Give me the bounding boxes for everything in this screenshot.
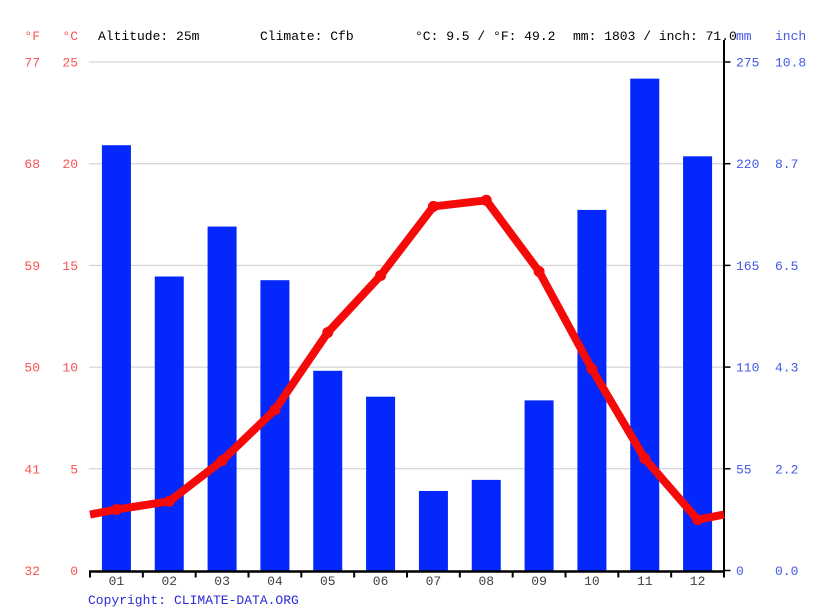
left-axis-labels: 77 25 68 20 59 15 50 10 41 5 32 0 bbox=[24, 56, 78, 580]
precip-bar-09 bbox=[524, 400, 554, 571]
precip-bar-11 bbox=[630, 78, 660, 571]
temp-point-09 bbox=[533, 266, 545, 278]
precipitation-bars bbox=[101, 78, 713, 571]
month-label-04: 04 bbox=[267, 574, 283, 589]
precip-bar-07 bbox=[418, 490, 448, 571]
f-tick-label: 32 bbox=[24, 564, 40, 579]
axis-lines bbox=[89, 40, 731, 578]
mm-tick-label: 55 bbox=[736, 462, 752, 477]
f-axis-title: °F bbox=[24, 29, 40, 44]
month-label-05: 05 bbox=[320, 574, 336, 589]
month-label-12: 12 bbox=[690, 574, 706, 589]
f-tick-label: 77 bbox=[24, 56, 40, 71]
temp-point-01 bbox=[110, 503, 122, 515]
month-label-07: 07 bbox=[426, 574, 442, 589]
temp-point-05 bbox=[322, 327, 334, 339]
month-label-09: 09 bbox=[531, 574, 547, 589]
temp-point-08 bbox=[480, 194, 492, 206]
c-tick-label: 20 bbox=[62, 157, 78, 172]
copyright-link[interactable]: CLIMATE-DATA.ORG bbox=[174, 593, 299, 608]
precip-bar-03 bbox=[207, 226, 237, 571]
c-tick-label: 0 bbox=[70, 564, 78, 579]
month-label-11: 11 bbox=[637, 574, 653, 589]
precip-bar-04 bbox=[260, 280, 290, 571]
c-axis-title: °C bbox=[62, 29, 78, 44]
c-tick-label: 25 bbox=[62, 56, 78, 71]
altitude-label: Altitude: 25m bbox=[98, 29, 200, 44]
svg-text:Copyright: CLIMATE-DATA.: Copyright: CLIMATE-DATA.ORG bbox=[88, 593, 299, 608]
f-tick-label: 59 bbox=[24, 259, 40, 274]
temp-point-07 bbox=[427, 200, 439, 212]
avg-temp-label: °C: 9.5 / °F: 49.2 bbox=[415, 29, 555, 44]
month-label-01: 01 bbox=[109, 574, 125, 589]
temp-point-06 bbox=[375, 270, 387, 282]
inch-axis-title: inch bbox=[775, 29, 806, 44]
total-precip-label: mm: 1803 / inch: 71.0 bbox=[573, 29, 737, 44]
month-label-02: 02 bbox=[161, 574, 177, 589]
temp-point-02 bbox=[163, 495, 175, 507]
copyright-label: Copyright: bbox=[88, 593, 166, 608]
f-tick-label: 41 bbox=[24, 462, 40, 477]
temp-point-03 bbox=[216, 455, 228, 467]
right-axis-labels: 275 10.8 220 8.7 165 6.5 110 4.3 55 2.2 0 0.0 bbox=[736, 56, 806, 580]
gridlines bbox=[89, 61, 724, 470]
precip-bar-02 bbox=[154, 276, 184, 571]
inch-tick-label: 6.5 bbox=[775, 259, 798, 274]
mm-tick-label: 110 bbox=[736, 361, 759, 376]
mm-tick-label: 165 bbox=[736, 259, 759, 274]
inch-tick-label: 2.2 bbox=[775, 462, 798, 477]
inch-tick-label: 0.0 bbox=[775, 564, 798, 579]
month-labels: 01 02 03 04 05 06 07 08 09 10 11 12 bbox=[109, 574, 706, 589]
precip-bar-08 bbox=[471, 479, 501, 571]
month-label-06: 06 bbox=[373, 574, 389, 589]
precip-bar-06 bbox=[366, 396, 396, 571]
precip-bar-01 bbox=[101, 145, 131, 571]
c-tick-label: 15 bbox=[62, 259, 78, 274]
mm-tick-label: 220 bbox=[736, 157, 759, 172]
month-label-03: 03 bbox=[214, 574, 230, 589]
c-tick-label: 5 bbox=[70, 462, 78, 477]
month-label-10: 10 bbox=[584, 574, 600, 589]
mm-axis-title: mm bbox=[736, 29, 752, 44]
temp-point-04 bbox=[269, 404, 281, 416]
f-tick-label: 50 bbox=[24, 361, 40, 376]
precip-bar-12 bbox=[683, 156, 713, 571]
temp-point-10 bbox=[586, 363, 598, 375]
temp-point-12 bbox=[692, 514, 704, 526]
temp-point-11 bbox=[639, 453, 651, 465]
temperature-line bbox=[89, 194, 725, 526]
mm-tick-label: 275 bbox=[736, 56, 759, 71]
inch-tick-label: 4.3 bbox=[775, 361, 798, 376]
c-tick-label: 10 bbox=[62, 361, 78, 376]
f-tick-label: 68 bbox=[24, 157, 40, 172]
temperature-polyline bbox=[89, 196, 725, 524]
inch-tick-label: 10.8 bbox=[775, 56, 806, 71]
inch-tick-label: 8.7 bbox=[775, 157, 798, 172]
mm-tick-label: 0 bbox=[736, 564, 744, 579]
month-label-08: 08 bbox=[478, 574, 494, 589]
climate-class-label: Climate: Cfb bbox=[260, 29, 354, 44]
precip-bar-05 bbox=[313, 370, 343, 571]
